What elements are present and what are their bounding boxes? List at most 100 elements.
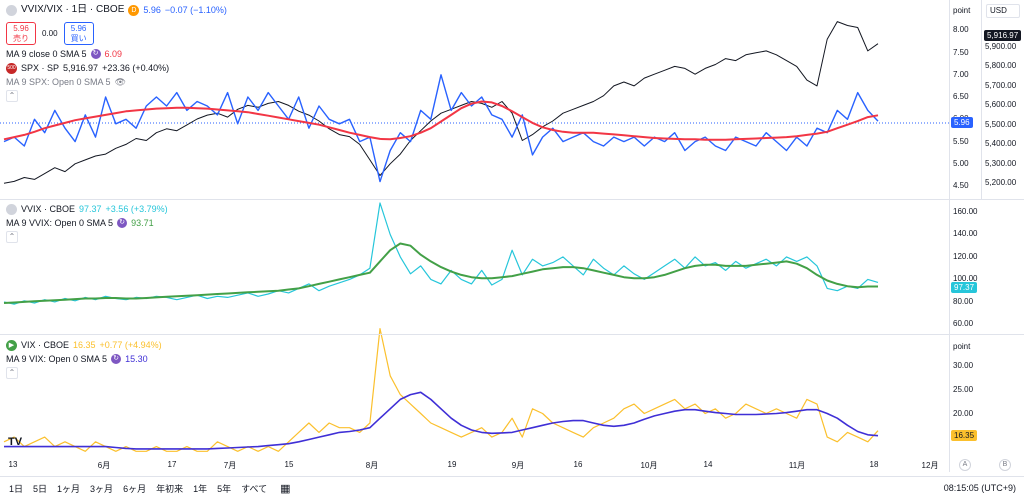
buy-button[interactable]: 5.96 買い <box>63 22 94 45</box>
spx-axis-tick: 5,400.00 <box>985 139 1017 149</box>
ratio-price-tag: 5.96 <box>951 117 973 128</box>
vix-ma-line[interactable] <box>4 391 879 450</box>
vvix-change: +3.56 (+3.79%) <box>105 204 168 214</box>
vvix-axis-tick: 60.00 <box>953 319 974 329</box>
legend-vvix: VVIX · CBOE 97.37 +3.56 (+3.79%) MA 9 VV… <box>6 202 168 244</box>
vvix-axis-tick: 100.00 <box>953 274 978 284</box>
ratio-title[interactable]: VVIX/VIX · 1日 · CBOE <box>21 4 125 15</box>
time-axis-label: 15 <box>284 460 294 469</box>
ratio-ma-value: 6.09 <box>104 49 123 59</box>
vix-title[interactable]: VIX · CBOE <box>21 340 70 350</box>
spx-value: 5,916.97 <box>63 63 99 73</box>
chart-area[interactable]: VVIX/VIX · 1日 · CBOE D 5.96 −0.07 (−1.10… <box>0 0 950 458</box>
log-scale-button[interactable]: B <box>999 459 1011 471</box>
vix-line[interactable] <box>3 328 879 452</box>
spx-axis-tick: 5,200.00 <box>985 178 1017 188</box>
sell-button[interactable]: 5.96 売り <box>6 22 36 45</box>
delay-badge: D <box>128 4 140 16</box>
currency-select[interactable]: USD <box>986 4 1020 18</box>
spx-axis-tick: 5,900.00 <box>985 41 1017 51</box>
vix-axis-tick: 30.00 <box>953 361 974 371</box>
time-axis-label: 16 <box>573 460 583 469</box>
ratio-axis-tick: 7.50 <box>953 47 969 57</box>
spx-axis-tick: 5,300.00 <box>985 158 1017 168</box>
ratio-last: 5.96 <box>143 5 161 15</box>
time-axis-label: 7月 <box>223 461 237 470</box>
collapse-chevron-icon[interactable]: ⌃ <box>6 90 18 102</box>
range-button[interactable]: 5日 <box>33 483 48 494</box>
collapse-chevron-icon[interactable]: ⌃ <box>6 231 18 243</box>
range-button[interactable]: 年初来 <box>156 483 184 494</box>
spx-label[interactable]: SPX · SP <box>21 63 60 73</box>
range-button[interactable]: 6ヶ月 <box>123 483 147 494</box>
ratio-axis-tick: 8.00 <box>953 25 969 35</box>
range-bar: 1日 5日 1ヶ月 3ヶ月 6ヶ月 年初来 1年 5年 すべて ▦ 08:15:05 (UTC+… <box>0 476 1024 499</box>
axis-divider <box>949 0 950 472</box>
axis-mode-point[interactable]: point <box>953 6 971 15</box>
ratio-change: −0.07 (−1.10%) <box>164 5 227 15</box>
vix-play-icon: ▶ <box>6 339 17 351</box>
range-button[interactable]: 1日 <box>9 483 24 494</box>
time-axis-label: 9月 <box>511 461 525 470</box>
vvix-ma-label[interactable]: MA 9 VVIX: Open 0 SMA 5 <box>6 218 114 228</box>
eye-hidden-icon[interactable]: 👁 <box>114 77 126 87</box>
time-axis-label: 18 <box>869 460 879 469</box>
vvix-title[interactable]: VVIX · CBOE <box>21 204 76 214</box>
ratio-ma-label[interactable]: MA 9 close 0 SMA 5 <box>6 49 87 59</box>
symbol-icon <box>6 4 17 16</box>
range-button[interactable]: 1年 <box>193 483 208 494</box>
vvix-axis-tick: 140.00 <box>953 229 978 239</box>
spx-line[interactable] <box>3 21 879 184</box>
sync-icon: ↻ <box>117 218 128 228</box>
ratio-axis-tick: 4.50 <box>953 181 969 191</box>
ratio-axis-tick: 5.00 <box>953 158 969 168</box>
ratio-ma-line[interactable] <box>3 100 879 141</box>
pane-divider[interactable] <box>0 199 1024 200</box>
time-axis-label: 14 <box>703 460 713 469</box>
vix-axis-tick: 20.00 <box>953 408 974 418</box>
range-button[interactable]: 1ヶ月 <box>57 483 81 494</box>
vvix-value: 97.37 <box>79 204 102 214</box>
vvix-axis-tick: 80.00 <box>953 296 974 306</box>
range-button[interactable]: すべて <box>241 483 268 494</box>
time-axis-label: 13 <box>8 460 18 469</box>
time-axis-label: 6月 <box>97 461 111 470</box>
time-axis-label: 12月 <box>921 461 939 470</box>
time-axis-label: 19 <box>447 460 457 469</box>
range-button[interactable]: 5年 <box>217 483 232 494</box>
axis-mode-point[interactable]: point <box>953 342 971 351</box>
spread-value: 0.00 <box>42 29 58 38</box>
vix-value: 16.35 <box>73 340 96 350</box>
spx-axis-tick: 5,500.00 <box>985 119 1017 129</box>
pane-vix[interactable] <box>3 328 879 452</box>
ratio-line[interactable] <box>3 74 879 183</box>
range-button[interactable]: 3ヶ月 <box>90 483 114 494</box>
ratio-axis-tick: 7.00 <box>953 69 969 79</box>
vix-ma-label[interactable]: MA 9 VIX: Open 0 SMA 5 <box>6 354 108 364</box>
buy-price: 5.96 <box>70 24 87 33</box>
collapse-chevron-icon[interactable]: ⌃ <box>6 367 18 379</box>
spx-ma-label[interactable]: MA 9 SPX: Open 0 SMA 5 <box>6 77 111 87</box>
spx-price-tag: 5,916.97 <box>984 30 1022 41</box>
chart-canvas[interactable] <box>0 0 950 458</box>
auto-scale-button[interactable]: A <box>959 459 971 471</box>
vvix-ma-line[interactable] <box>3 242 878 304</box>
vix-change: +0.77 (+4.94%) <box>99 340 162 350</box>
clock[interactable]: 08:15:05 (UTC+9) <box>943 483 1016 493</box>
time-axis[interactable]: 13 6月 17 7月 15 8月 19 9月 16 10月 14 11月 18 12月 <box>0 458 950 472</box>
spx-axis-tick: 5,800.00 <box>985 61 1017 71</box>
tradingview-logo[interactable]: TV <box>8 436 23 448</box>
sync-icon: ↻ <box>111 354 122 364</box>
price-axis[interactable]: point point 8.007.507.006.506.005.505.00… <box>950 0 1024 458</box>
pane-ratio[interactable] <box>3 21 879 184</box>
spx-change: +23.36 (+0.40%) <box>102 63 170 73</box>
spx-axis-tick: 5,600.00 <box>985 100 1017 110</box>
buy-label: 買い <box>70 34 87 43</box>
sell-label: 売り <box>13 34 29 43</box>
legend-ratio: VVIX/VIX · 1日 · CBOE D 5.96 −0.07 (−1.10… <box>6 3 227 17</box>
time-axis-label: 10月 <box>640 461 658 470</box>
pane-vvix[interactable] <box>3 202 879 305</box>
calendar-icon[interactable]: ▦ <box>280 482 291 495</box>
legend-vix: ▶ VIX · CBOE 16.35 +0.77 (+4.94%) MA 9 V… <box>6 338 162 380</box>
pane-divider[interactable] <box>0 334 1024 335</box>
